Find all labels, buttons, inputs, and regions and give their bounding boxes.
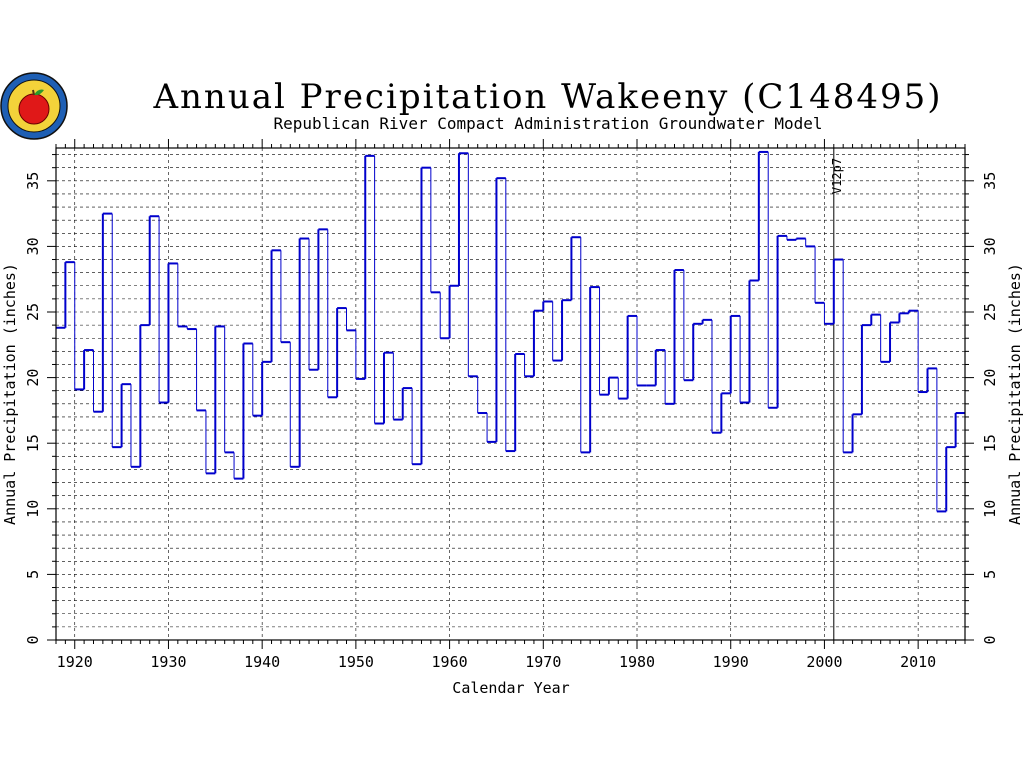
y-tick-label-left: 0 [24, 635, 42, 644]
y-tick-label-right: 35 [981, 172, 999, 190]
x-tick-label: 1950 [338, 653, 374, 671]
marker-label: V12p7 [830, 158, 844, 194]
x-tick-label: 2000 [806, 653, 842, 671]
x-tick-label: 1990 [713, 653, 749, 671]
y-tick-label-right: 10 [981, 500, 999, 518]
y-tick-label-right: 5 [981, 570, 999, 579]
y-tick-label-left: 25 [24, 303, 42, 321]
y-tick-label-right: 25 [981, 303, 999, 321]
x-tick-label: 2010 [900, 653, 936, 671]
y-tick-label-left: 15 [24, 434, 42, 452]
y-tick-label-left: 30 [24, 237, 42, 255]
y-axis-label-left: Annual Precipitation (inches) [1, 263, 19, 525]
logo-seal-icon [0, 72, 68, 140]
y-tick-label-left: 20 [24, 369, 42, 387]
y-tick-label-right: 0 [981, 635, 999, 644]
x-axis-label: Calendar Year [452, 679, 569, 697]
y-tick-label-left: 35 [24, 172, 42, 190]
plot-frame [55, 147, 966, 641]
chart-subtitle: Republican River Compact Administration … [273, 114, 822, 133]
x-tick-label: 1940 [244, 653, 280, 671]
x-tick-label: 1960 [432, 653, 468, 671]
y-tick-label-right: 30 [981, 237, 999, 255]
y-axis-label-right: Annual Precipitation (inches) [1006, 263, 1024, 525]
chart-title: Annual Precipitation Wakeeny (C148495) [152, 77, 942, 117]
axes: 1920 1930 1940 1950 1960 1970 1980 1990 2000 2010… [24, 139, 999, 671]
x-tick-label: 1980 [619, 653, 655, 671]
precipitation-series [56, 150, 965, 513]
y-tick-label-left: 10 [24, 500, 42, 518]
x-tick-label: 1920 [57, 653, 93, 671]
y-tick-label-right: 15 [981, 434, 999, 452]
x-tick-label: 1930 [150, 653, 186, 671]
y-tick-label-right: 20 [981, 369, 999, 387]
y-tick-label-left: 5 [24, 570, 42, 579]
version-marker: V12p7 [830, 148, 844, 640]
grid-lines [56, 148, 965, 640]
x-tick-label: 1970 [525, 653, 561, 671]
